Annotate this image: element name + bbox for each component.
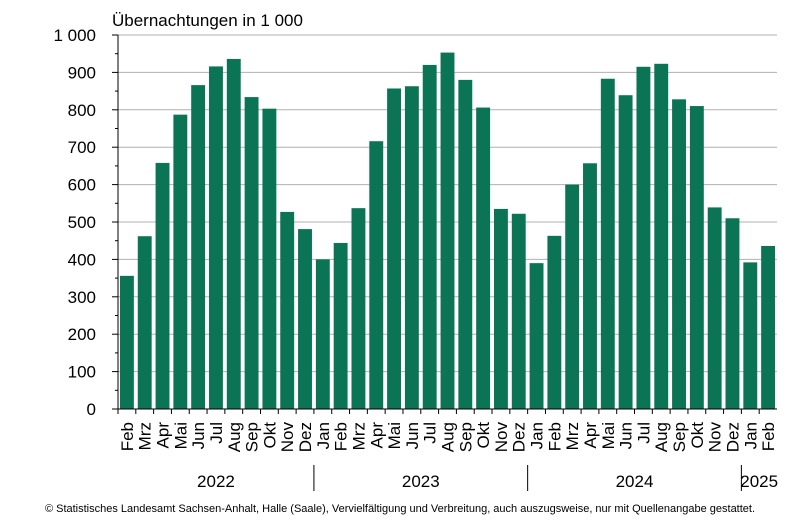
x-tick-label: Jul xyxy=(634,422,653,444)
bar xyxy=(226,58,241,409)
x-tick-label: Okt xyxy=(260,422,279,449)
bar xyxy=(689,106,704,409)
x-tick-label: Jan xyxy=(741,422,760,449)
bar xyxy=(173,114,188,410)
bar xyxy=(476,107,491,409)
x-tick-label: Apr xyxy=(154,422,173,449)
x-tick-label: Dez xyxy=(723,422,742,452)
x-tick-label: Aug xyxy=(225,422,244,452)
bar xyxy=(493,208,508,409)
x-tick-label: Jun xyxy=(403,422,422,449)
x-tick-label: Mai xyxy=(599,422,618,449)
year-label: 2023 xyxy=(402,472,440,491)
x-tick-label: Apr xyxy=(581,422,600,449)
x-tick-label: Dez xyxy=(296,422,315,452)
bar xyxy=(315,259,330,409)
bar xyxy=(583,163,597,409)
bar xyxy=(440,52,455,409)
bar xyxy=(707,207,722,409)
year-labels: 2022 2023 2024 2025 xyxy=(197,472,778,491)
x-tick-label: Sep xyxy=(670,422,689,452)
bar xyxy=(511,213,526,409)
bar xyxy=(333,242,348,409)
year-label: 2025 xyxy=(740,472,778,491)
bar xyxy=(244,97,259,410)
year-label: 2022 xyxy=(197,472,235,491)
year-label: 2024 xyxy=(616,472,654,491)
bar xyxy=(119,275,134,409)
x-tick-label: Apr xyxy=(367,422,386,449)
x-tick-label: Jun xyxy=(617,422,636,449)
bar xyxy=(529,263,544,409)
x-tick-label: Feb xyxy=(118,422,137,451)
x-tick-label: Mai xyxy=(171,422,190,449)
x-tick-label: Nov xyxy=(278,422,297,453)
x-tick-label: Jul xyxy=(421,422,440,444)
x-tick-label: Jan xyxy=(528,422,547,449)
bar xyxy=(618,95,633,410)
y-tick-label: 100 xyxy=(68,363,96,382)
bar xyxy=(636,66,651,409)
x-tick-label: Dez xyxy=(510,422,529,452)
bar xyxy=(191,85,206,409)
y-tick-label: 1 000 xyxy=(53,26,96,45)
x-tick-label: Mai xyxy=(385,422,404,449)
x-tick-label: Aug xyxy=(439,422,458,452)
x-tick-label: Mrz xyxy=(563,422,582,450)
y-tick-label: 400 xyxy=(68,250,96,269)
x-tick-label: Aug xyxy=(652,422,671,452)
x-tick-label: Feb xyxy=(759,422,778,451)
y-tick-label: 300 xyxy=(68,288,96,307)
x-tick-label: Okt xyxy=(688,422,707,449)
y-tick-label: 800 xyxy=(68,101,96,120)
x-tick-label: Sep xyxy=(456,422,475,452)
bar xyxy=(672,99,686,409)
y-tick-label: 0 xyxy=(87,400,96,419)
bar xyxy=(387,88,402,410)
bar xyxy=(422,64,437,410)
y-tick-labels: 0 100 200 300 400 500 600 700 800 900 1 000 xyxy=(53,26,96,419)
y-tick-label: 700 xyxy=(68,138,96,157)
x-tick-label: Okt xyxy=(474,422,493,449)
bar xyxy=(458,79,473,409)
bar xyxy=(547,235,562,409)
bar xyxy=(654,63,669,409)
bar xyxy=(262,108,277,409)
y-tick-label: 200 xyxy=(68,325,96,344)
x-tick-label: Sep xyxy=(243,422,262,452)
bar xyxy=(404,86,419,409)
bar xyxy=(369,141,384,409)
x-tick-label: Jan xyxy=(314,422,333,449)
bar xyxy=(761,245,776,409)
bar xyxy=(137,236,152,409)
x-tick-label: Nov xyxy=(706,422,725,453)
x-tick-label: Jul xyxy=(207,422,226,444)
bar xyxy=(280,211,295,409)
x-tick-label: Mrz xyxy=(349,422,368,450)
y-axis-title: Übernachtungen in 1 000 xyxy=(112,11,303,30)
bar xyxy=(155,162,170,409)
bar xyxy=(743,262,758,409)
bar xyxy=(209,66,223,409)
y-tick-label: 600 xyxy=(68,176,96,195)
x-tick-label: Nov xyxy=(492,422,511,453)
x-tick-label: Feb xyxy=(332,422,351,451)
y-tick-label: 900 xyxy=(68,63,96,82)
bars xyxy=(119,52,776,410)
x-tick-label: Feb xyxy=(545,422,564,451)
x-tick-label: Mrz xyxy=(136,422,155,450)
x-tick-label: Jun xyxy=(189,422,208,449)
bar xyxy=(565,184,580,409)
axes xyxy=(112,34,777,491)
bar xyxy=(600,78,615,410)
bar xyxy=(298,229,312,409)
y-tick-label: 500 xyxy=(68,213,96,232)
bar xyxy=(351,208,366,409)
copyright-footer: © Statistisches Landesamt Sachsen-Anhalt… xyxy=(44,503,756,515)
x-tick-labels: FebMrzAprMaiJunJulAugSepOktNovDezJanFebM… xyxy=(118,422,778,453)
bar xyxy=(725,218,740,409)
